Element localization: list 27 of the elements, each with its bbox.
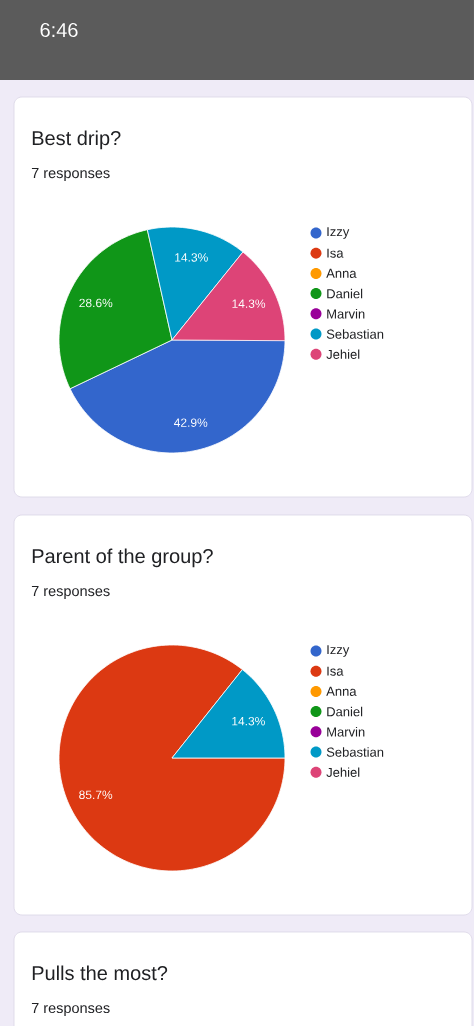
legend-label: Izzy [327, 645, 350, 657]
text: 7 responses [31, 1003, 110, 1016]
chart-subtitle: 7 responses [31, 586, 110, 599]
legend-label: Jehiel [326, 767, 360, 777]
legend-label: Sebastian [326, 329, 384, 339]
text: 6:46 [40, 22, 78, 38]
legend-label: Izzy [327, 227, 350, 239]
data-label: 14.3% [175, 253, 208, 262]
data-label: 85.7% [79, 790, 113, 800]
chart-title: Best drip? [32, 130, 121, 150]
data-label: 14.3% [232, 716, 265, 726]
legend-label: Daniel [327, 288, 363, 299]
legend-label: Daniel [327, 706, 363, 717]
text: Pulls the most? [32, 965, 168, 981]
data-label: 28.6% [79, 298, 113, 308]
data-label: 42.9% [174, 418, 208, 427]
legend-label: Jehiel [326, 349, 360, 359]
legend-label: Isa [327, 666, 344, 676]
data-label: 14.3% [232, 299, 266, 308]
legend-label: Sebastian [326, 747, 384, 757]
legend-label: Marvin [327, 727, 365, 737]
legend-label: Anna [326, 268, 357, 278]
chart-subtitle: 7 responses [31, 168, 110, 182]
chart-title: Parent of the group? [32, 548, 213, 568]
legend-label: Marvin [327, 309, 365, 319]
legend-label: Isa [327, 248, 344, 258]
legend-label: Anna [326, 686, 357, 696]
